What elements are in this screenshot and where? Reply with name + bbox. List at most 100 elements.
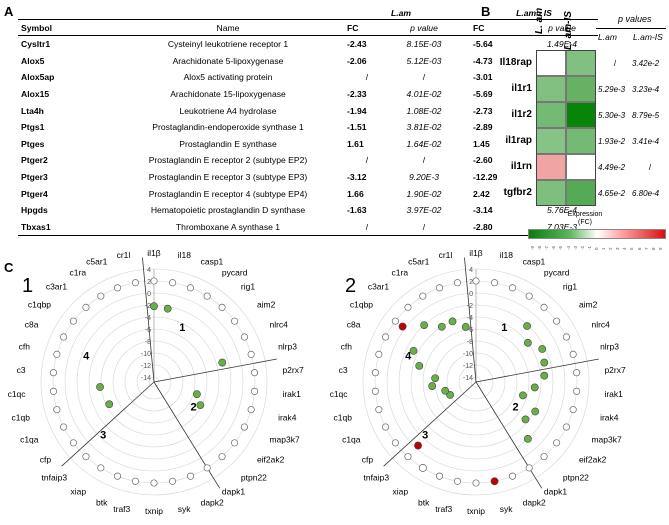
radar-point [231,439,239,447]
radar-marker [540,358,549,367]
radar-tick-label: -8 [467,339,473,346]
radar-category-label: irak1 [282,389,301,399]
radar-category-label: eif2ak2 [579,455,607,465]
radar-tick-label: 0 [469,291,473,298]
radar-point [240,423,248,431]
radar-category-label: c1qa [342,435,361,445]
radar-category-label: ptpn22 [241,472,267,482]
pvalue-lamis: 5.76E-4 [546,205,578,216]
radar-tick-label: 2 [147,279,151,286]
gene-name: Arachidonate 15-lipoxygenase [170,89,286,100]
pvalue-lam: / [390,218,458,237]
radar-point [251,369,259,377]
radar-point [453,279,461,287]
radar-category-label: il18 [500,250,514,260]
gene-symbol: Alox5ap [21,72,55,83]
radar-point [491,279,499,287]
radar-sector-label: 3 [100,430,106,442]
radar-tick-label: -10 [463,351,473,358]
radar-marker [150,302,158,311]
gene-name: Thromboxane A synthase 1 [112,218,344,237]
header-pvalue-lamis: p value [526,19,598,36]
radar-marker [530,383,539,392]
radar-category-label: btk [418,497,430,507]
radar-tick-label: -12 [141,363,151,370]
radar-marker [415,361,424,370]
radar-sector-divider [61,381,155,467]
radar-tick-label: -10 [141,351,151,358]
pvalue-lam: / [422,155,426,166]
radar-category-label: xiap [392,487,408,497]
fc-lam: -1.94 [347,105,367,116]
radar-category-label: c3ar1 [368,282,390,292]
radar-marker [521,415,530,424]
radar-category-label: casp1 [201,257,224,267]
radar-category-label: nlrp3 [600,342,619,352]
radar-tick-label: -6 [467,327,473,334]
radar-category-label: nlrc4 [591,319,610,329]
radar-sector-divider [153,358,277,383]
radar-marker [461,323,470,331]
radar-point [508,284,517,292]
radar-tick-label: -14 [141,375,151,382]
header-symbol: Symbol [18,19,112,36]
radar-category-label: syk [500,504,514,514]
radar-point [553,439,561,447]
radar-category-label: p2rx7 [604,365,626,375]
pvalue-lam: 8.15E-03 [406,39,442,50]
radar-point [573,387,581,395]
gene-name: Prostaglandin E receptor 3 (subtype EP3) [148,172,308,183]
gene-symbol: Cysltr1 [21,39,51,50]
radar-category-label: cr1l [117,250,131,260]
radar-category-label: cfh [341,342,353,352]
header-fc-lamis: FC [470,19,526,36]
radar-tick-label: -8 [145,339,151,346]
radar-point [231,317,239,325]
radar-category-label: c1qbp [350,299,373,309]
radar-marker [420,321,429,329]
radar-point [82,453,90,461]
radar-title: 2 [345,275,356,297]
fc-lamis: -2.60 [473,155,493,166]
pvalue-lamis: 1.49E-4 [546,39,578,50]
radar-category-label: rig1 [241,282,255,292]
radar-point [131,279,139,287]
radar-tick-label: 2 [469,279,473,286]
radar-point [218,303,226,311]
radar-tick-label: 0 [147,291,151,298]
radar-point [453,477,461,485]
gene-name: Hematopoietic prostaglandin D synthase [150,205,306,216]
radar-category-label: c1ra [70,267,87,277]
fc-lamis: -2.73 [473,105,493,116]
radar-category-label: nlrc4 [269,319,288,329]
radar-category-label: aim2 [579,299,598,309]
gene-name: Cysteinyl leukotriene receptor 1 [167,39,289,50]
fc-lamis: -3.14 [473,205,493,216]
panel-a-label: A [4,4,14,19]
table-row: Hpgds Hematopoietic prostaglandin D synth… [18,202,598,219]
radar-sector-label: 1 [179,322,185,334]
radar-point [131,477,139,485]
radar-marker [531,407,540,416]
pvalue-lam: 1.90E-02 [406,188,442,199]
fc-lam: -1.63 [347,205,367,216]
radar-category-label: cfp [362,455,374,465]
radar-point [97,464,105,472]
radar-point [419,292,427,300]
radar-point [113,472,122,480]
radar-marker [437,322,446,331]
gene-symbol: Ptger2 [21,155,48,166]
radar-category-label: tnfaip3 [42,472,68,482]
radar-category-label: casp1 [523,257,546,267]
radar-category-label: p2rx7 [282,365,304,375]
radar-marker [398,322,407,331]
radar-category-label: c3 [17,365,26,375]
radar-marker [163,304,172,313]
radar-point [375,350,383,358]
radar-marker [414,441,422,450]
radar-category-label: c1ra [392,267,409,277]
radar-category-label: pycard [222,267,248,277]
radar-category-label: c5ar1 [86,257,108,267]
radar-point [404,453,412,461]
radar-category-label: dapk1 [544,487,567,497]
